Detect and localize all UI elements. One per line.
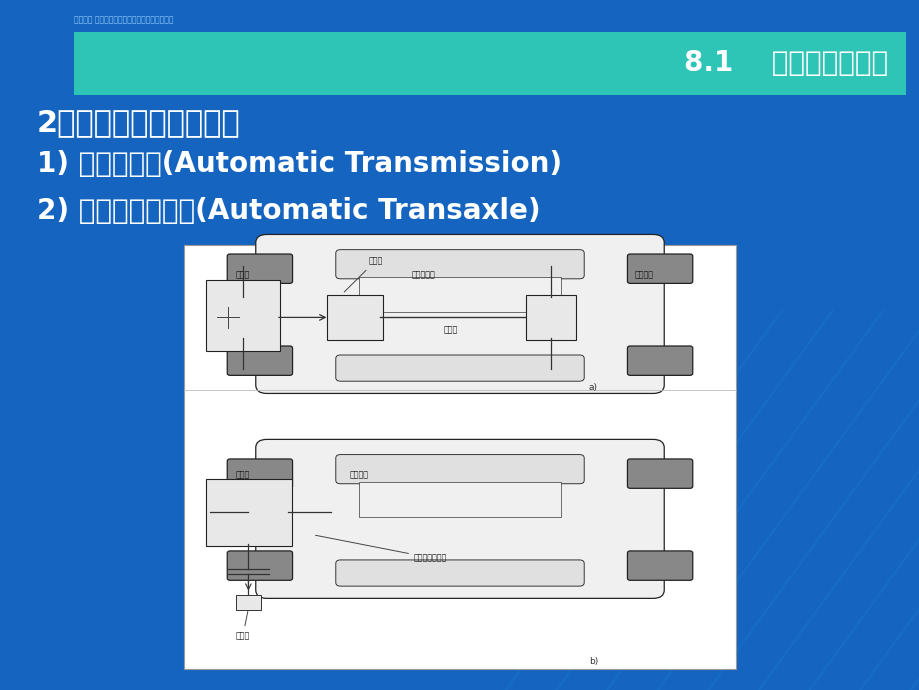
FancyBboxPatch shape (526, 295, 575, 340)
FancyBboxPatch shape (335, 560, 584, 586)
FancyBboxPatch shape (227, 254, 292, 284)
FancyBboxPatch shape (326, 295, 382, 340)
FancyBboxPatch shape (358, 277, 561, 313)
FancyBboxPatch shape (227, 551, 292, 580)
FancyBboxPatch shape (627, 551, 692, 580)
Text: 主减速器: 主减速器 (634, 270, 652, 279)
Text: 变矩器: 变矩器 (344, 257, 382, 292)
Text: b): b) (588, 656, 597, 666)
FancyBboxPatch shape (206, 479, 291, 546)
Text: 发动机: 发动机 (235, 470, 250, 479)
FancyBboxPatch shape (227, 346, 292, 375)
Text: 第十六章 液力变矩器及自动变速器基本组成课件: 第十六章 液力变矩器及自动变速器基本组成课件 (74, 15, 173, 24)
Text: 传动轴: 传动轴 (443, 326, 458, 335)
Text: 自动变速驱动桥: 自动变速驱动桥 (315, 535, 447, 562)
Text: 1) 自动变速器(Automatic Transmission): 1) 自动变速器(Automatic Transmission) (37, 150, 562, 179)
FancyBboxPatch shape (184, 245, 735, 669)
Text: a): a) (588, 383, 597, 393)
FancyBboxPatch shape (206, 280, 279, 351)
FancyBboxPatch shape (235, 595, 261, 610)
FancyBboxPatch shape (335, 355, 584, 381)
FancyBboxPatch shape (227, 459, 292, 489)
Text: 2) 自动变速驱动桥(Automatic Transaxle): 2) 自动变速驱动桥(Automatic Transaxle) (37, 197, 539, 225)
Text: 主减速器: 主减速器 (349, 470, 368, 479)
FancyBboxPatch shape (255, 235, 664, 393)
Text: 自动变速器: 自动变速器 (411, 270, 435, 279)
Text: 发动机: 发动机 (235, 270, 250, 279)
FancyBboxPatch shape (335, 250, 584, 279)
FancyBboxPatch shape (335, 455, 584, 484)
Text: 8.1    自动变速器概述: 8.1 自动变速器概述 (683, 50, 887, 77)
Text: 2．接车辆的驱动方式分: 2．接车辆的驱动方式分 (37, 108, 240, 137)
FancyBboxPatch shape (255, 440, 664, 598)
Text: 变矩器: 变矩器 (235, 611, 250, 640)
FancyBboxPatch shape (627, 346, 692, 375)
FancyBboxPatch shape (74, 32, 905, 95)
FancyBboxPatch shape (627, 459, 692, 489)
FancyBboxPatch shape (627, 254, 692, 284)
FancyBboxPatch shape (358, 482, 561, 518)
